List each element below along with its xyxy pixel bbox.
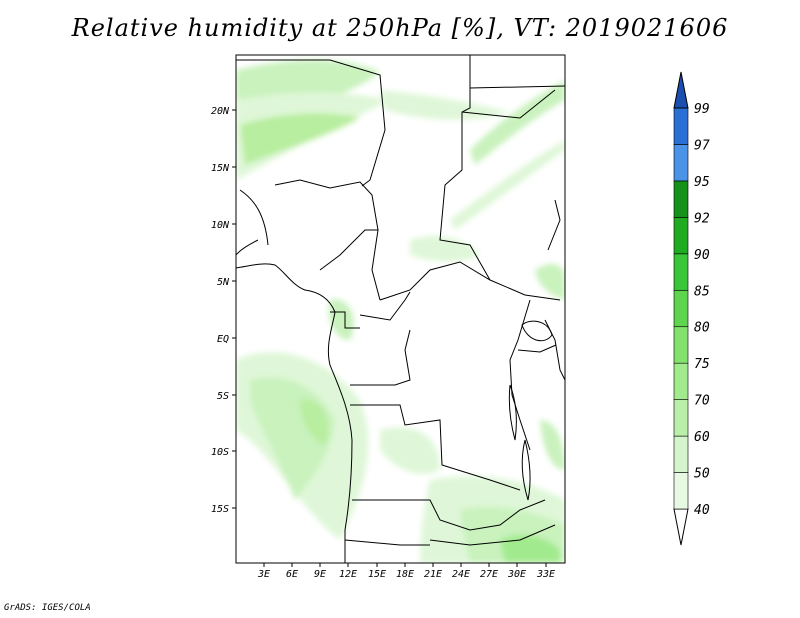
colorbar-swatch xyxy=(673,107,689,145)
colorbar-label: 80 xyxy=(694,321,710,336)
colorbar-label: 40 xyxy=(694,503,710,518)
lon-label: 30E xyxy=(507,569,526,580)
lon-label: 6E xyxy=(286,569,298,580)
colorbar-label: 90 xyxy=(694,248,710,263)
colorbar-swatch xyxy=(673,326,689,364)
colorbar-low-triangle xyxy=(673,508,689,546)
colorbar-swatch xyxy=(673,144,689,182)
colorbar-swatch xyxy=(673,180,689,218)
colorbar-swatch xyxy=(673,362,689,400)
chart-title: Relative humidity at 250hPa [%], VT: 201… xyxy=(71,14,729,42)
lon-label: 12E xyxy=(339,569,357,580)
lat-label: 10S xyxy=(211,447,229,458)
colorbar: 40 50 60 70 75 80 85 90 92 95 97 99 xyxy=(673,71,710,546)
colorbar-label: 75 xyxy=(694,357,710,372)
colorbar-label: 92 xyxy=(694,211,710,226)
lat-label: 5S xyxy=(217,391,229,402)
lakes xyxy=(508,320,553,501)
colorbar-swatch xyxy=(673,472,689,510)
lon-label: 3E xyxy=(257,569,270,580)
lon-axis: 3E 6E 9E 12E 15E 18E 21E 24E 27E 30E 33E xyxy=(257,563,555,580)
lat-label: 20N xyxy=(211,106,230,117)
colorbar-swatch xyxy=(673,289,689,328)
lat-label: 10N xyxy=(211,220,230,231)
lon-label: 21E xyxy=(424,569,442,580)
lon-label: 18E xyxy=(396,569,414,580)
colorbar-swatch xyxy=(673,399,689,437)
lat-label: EQ xyxy=(217,334,229,345)
colorbar-label: 99 xyxy=(694,102,710,117)
colorbar-label: 70 xyxy=(694,394,710,409)
colorbar-label: 95 xyxy=(694,175,710,190)
lon-label: 24E xyxy=(452,569,470,580)
lat-axis: 20N 15N 10N 5N EQ 5S 10S 15S xyxy=(211,106,236,515)
lat-label: 15N xyxy=(211,163,230,174)
map-figure: 20N 15N 10N 5N EQ 5S 10S 15S 3E 6E 9E 12… xyxy=(211,54,710,580)
humidity-field xyxy=(236,60,565,563)
colorbar-label: 85 xyxy=(694,284,710,299)
colorbar-high-triangle xyxy=(673,71,689,109)
lon-label: 15E xyxy=(368,569,386,580)
colorbar-swatch xyxy=(673,253,689,291)
lon-label: 9E xyxy=(314,569,326,580)
colorbar-label: 50 xyxy=(694,467,710,482)
lat-label: 15S xyxy=(211,504,229,515)
map-frame xyxy=(235,54,566,564)
colorbar-label: 60 xyxy=(694,430,710,445)
colorbar-label: 97 xyxy=(694,138,710,153)
colorbar-swatch xyxy=(673,435,689,473)
lon-label: 33E xyxy=(536,569,555,580)
lon-label: 27E xyxy=(480,569,498,580)
colorbar-swatch xyxy=(673,217,689,255)
country-borders xyxy=(236,55,565,563)
credit-text: GrADS: IGES/COLA xyxy=(4,603,91,613)
lat-label: 5N xyxy=(217,277,230,288)
